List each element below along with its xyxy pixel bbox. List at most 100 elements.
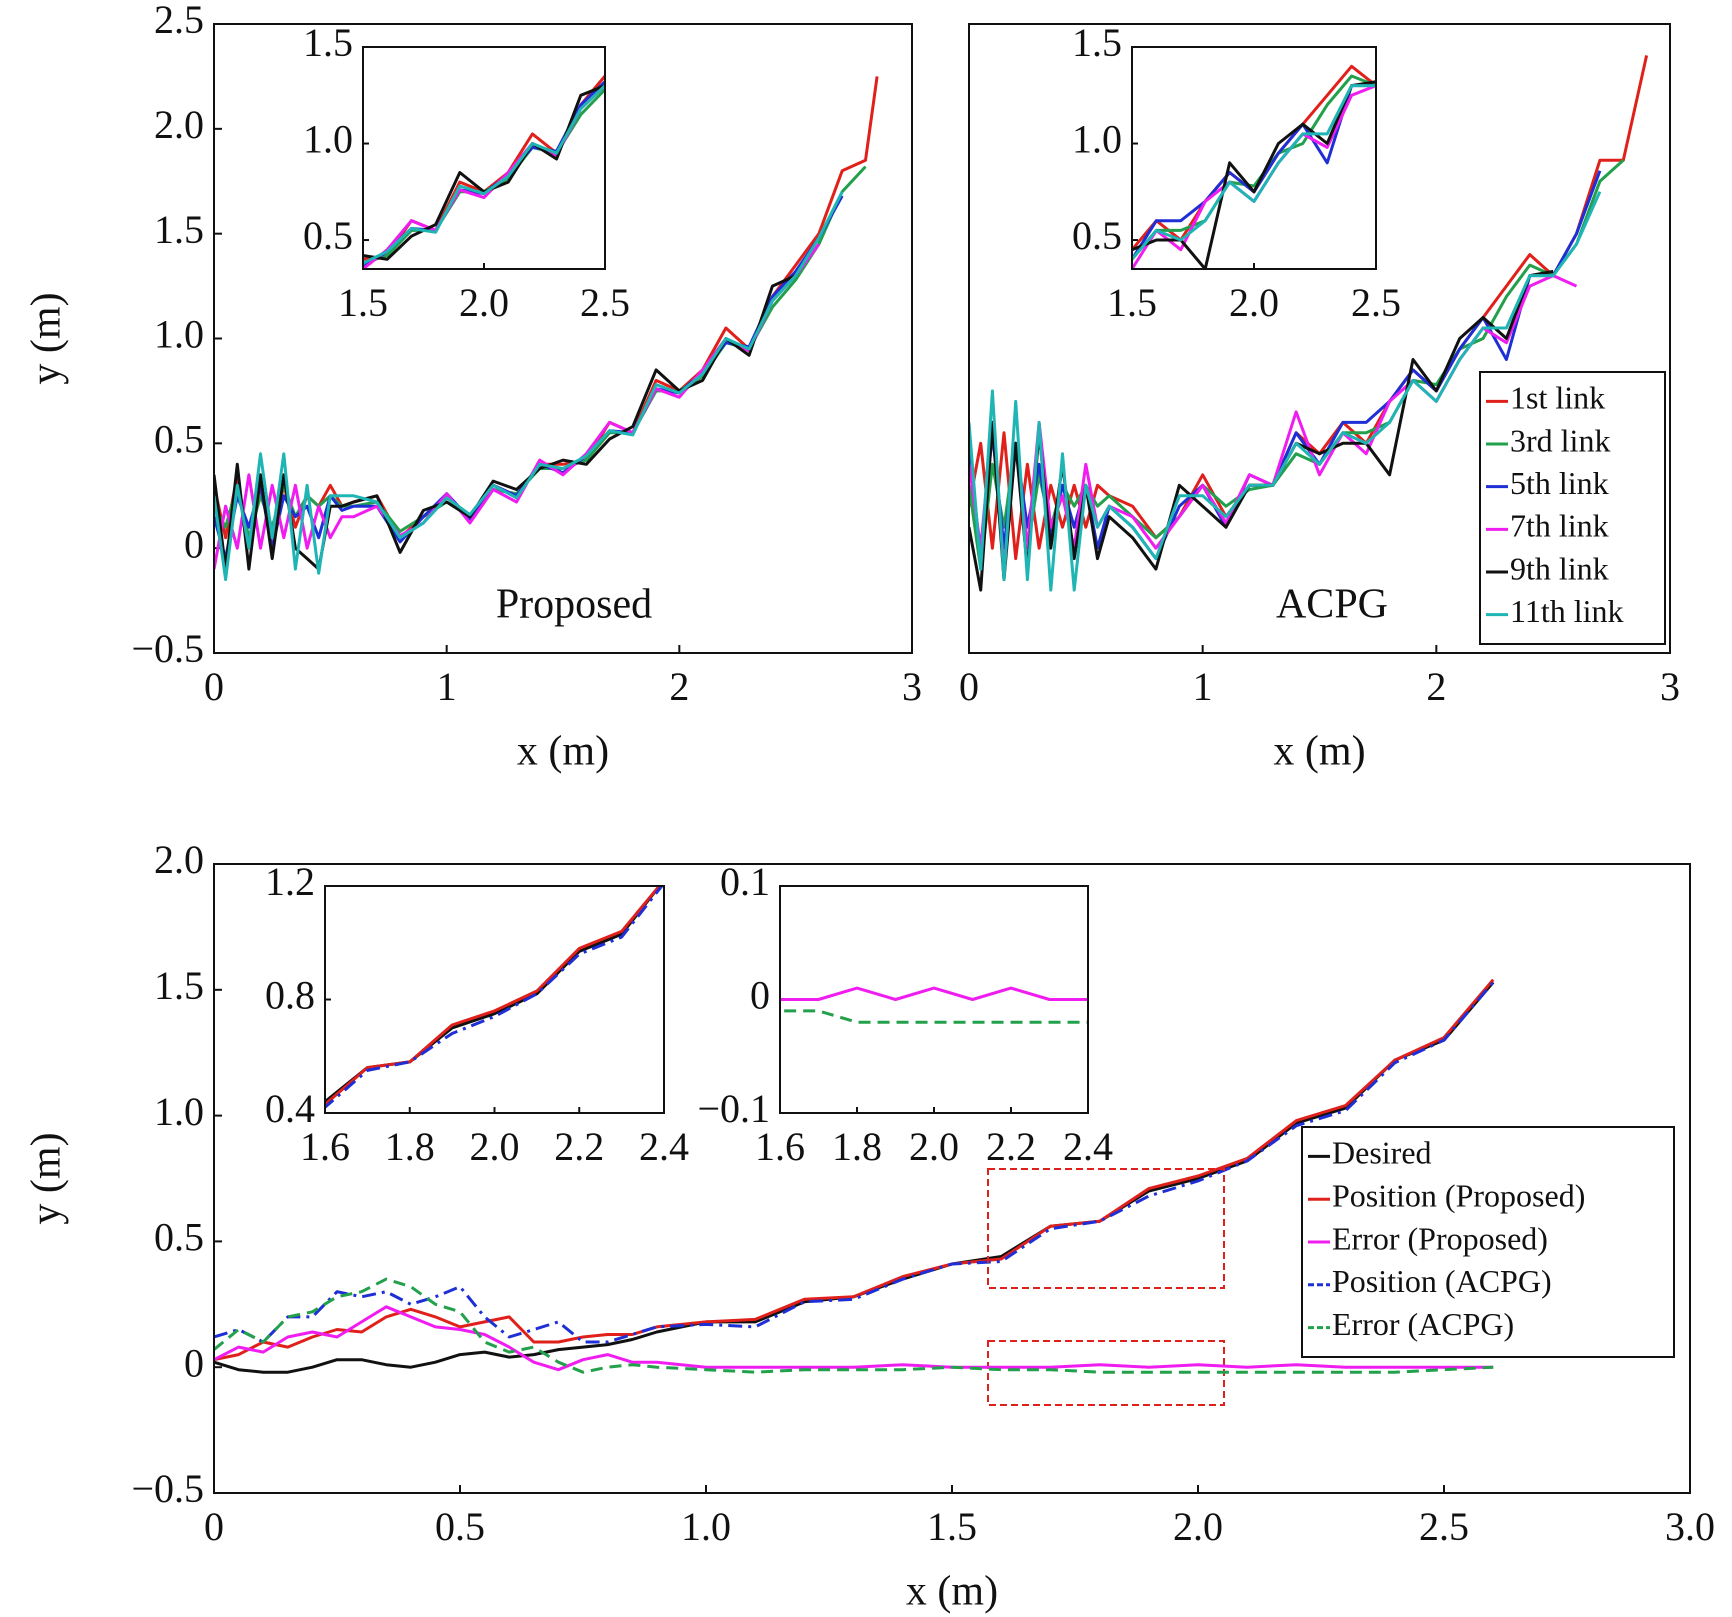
annotation: ACPG — [1276, 582, 1388, 628]
y-axis-label: y (m) — [24, 292, 70, 384]
inset-frame — [1131, 46, 1377, 270]
legend-label: 5th link — [1510, 465, 1609, 501]
y-tick-label: 1.0 — [303, 117, 353, 162]
plot-frame — [213, 863, 1691, 1494]
x-tick-label: 3.0 — [1665, 1504, 1715, 1549]
legend-label: 1st link — [1510, 380, 1605, 416]
zoom-box — [987, 1168, 1225, 1289]
series-line — [780, 986, 1088, 1001]
series-line — [0, 1127, 749, 1232]
series-line — [1132, 82, 1376, 261]
inset-plot — [1132, 64, 1376, 269]
y-tick-label: 0.8 — [265, 973, 315, 1018]
series-line — [325, 886, 662, 1107]
y-tick-label: 0.1 — [720, 859, 770, 904]
y-axis-label: y (m) — [24, 1132, 70, 1224]
legend-box — [1301, 1126, 1675, 1358]
y-tick-label: 2.0 — [154, 102, 204, 147]
legend-label: 11th link — [1510, 593, 1623, 629]
x-tick-label: 2 — [1426, 664, 1446, 709]
x-tick-label: 1.5 — [1107, 280, 1157, 325]
y-tick-label: 0.4 — [265, 1086, 315, 1131]
x-tick-label: 2.0 — [1173, 1504, 1223, 1549]
chart: 0 1 2 3 ACPG x (m) 1.5 2.0 2.5 0.5 1.0 1.5 1st link 3… — [959, 20, 1680, 775]
y-tick-label: 1.5 — [303, 20, 353, 65]
series-line — [214, 1305, 1494, 1372]
series-line — [363, 82, 605, 265]
y-tick-label: 0 — [184, 1340, 204, 1385]
inset-plot — [363, 73, 605, 269]
x-tick-label: 2 — [669, 664, 689, 709]
x-tick-label: 1.8 — [385, 1124, 435, 1169]
series-line — [1132, 80, 1376, 269]
x-axis-label: x (m) — [1273, 729, 1365, 775]
y-tick-label: −0.5 — [131, 1466, 204, 1511]
inset-frame — [362, 46, 606, 270]
y-tick-label: 0 — [184, 521, 204, 566]
legend-label: 9th link — [1510, 550, 1609, 586]
x-tick-label: 0 — [959, 664, 979, 709]
series-line — [325, 886, 662, 1104]
x-tick-label: 1.8 — [832, 1124, 882, 1169]
series-line — [214, 981, 1495, 1344]
series-line — [363, 84, 605, 261]
inset-plot — [0, 886, 749, 1232]
x-tick-label: 2.5 — [1419, 1504, 1469, 1549]
x-tick-label: 1.0 — [681, 1504, 731, 1549]
y-tick-label: 0.5 — [1072, 213, 1122, 258]
x-tick-label: 1.6 — [300, 1124, 350, 1169]
series-line — [969, 191, 1602, 592]
x-tick-label: 1.5 — [338, 280, 388, 325]
x-tick-label: 1 — [1193, 664, 1213, 709]
x-tick-label: 2.0 — [1229, 280, 1279, 325]
x-tick-label: 3 — [1660, 664, 1680, 709]
legend-label: Error (ACPG) — [1332, 1306, 1514, 1342]
series-line — [214, 191, 844, 582]
legend-label: Desired — [1332, 1135, 1432, 1171]
inset-frame — [324, 885, 665, 1114]
x-tick-label: 2.4 — [639, 1124, 689, 1169]
y-tick-label: 1.5 — [1072, 20, 1122, 65]
y-tick-label: 2.5 — [154, 0, 204, 42]
legend-label: Position (ACPG) — [1332, 1263, 1552, 1299]
legend-label: Error (Proposed) — [1332, 1220, 1548, 1256]
series-line — [214, 1277, 1494, 1374]
series-line — [214, 274, 797, 571]
y-tick-label: 1.0 — [1072, 117, 1122, 162]
y-tick-label: 0.5 — [303, 213, 353, 258]
y-tick-label: 0 — [750, 973, 770, 1018]
x-tick-label: 1.6 — [755, 1124, 805, 1169]
x-tick-label: 2.5 — [1351, 280, 1401, 325]
x-tick-label: 2.0 — [470, 1124, 520, 1169]
x-axis-label: x (m) — [517, 729, 609, 775]
series-line — [0, 1158, 749, 1229]
plot-area — [969, 55, 1649, 592]
legend-box — [1479, 371, 1666, 645]
y-tick-label: 1.0 — [154, 312, 204, 357]
x-tick-label: 2.0 — [909, 1124, 959, 1169]
y-tick-label: −0.5 — [131, 626, 204, 671]
x-tick-label: 0 — [204, 664, 224, 709]
plot-area — [214, 978, 1495, 1374]
x-tick-label: 1.5 — [927, 1504, 977, 1549]
x-tick-label: 2.0 — [459, 280, 509, 325]
y-tick-label: 0.5 — [154, 417, 204, 462]
series-line — [214, 981, 1495, 1374]
x-tick-label: 0.5 — [435, 1504, 485, 1549]
y-tick-label: 1.2 — [265, 859, 315, 904]
plot-area — [214, 76, 879, 582]
series-line — [1132, 83, 1376, 261]
y-tick-label: −0.1 — [697, 1086, 770, 1131]
series-line — [1132, 64, 1376, 252]
x-tick-label: 2.2 — [986, 1124, 1036, 1169]
inset-frame — [779, 885, 1089, 1114]
y-tick-label: 1.0 — [154, 1089, 204, 1134]
plot-frame — [968, 23, 1671, 654]
x-tick-label: 2.2 — [554, 1124, 604, 1169]
x-tick-label: 2.5 — [580, 280, 630, 325]
inset-background — [780, 886, 1088, 1113]
series-line — [214, 243, 821, 570]
